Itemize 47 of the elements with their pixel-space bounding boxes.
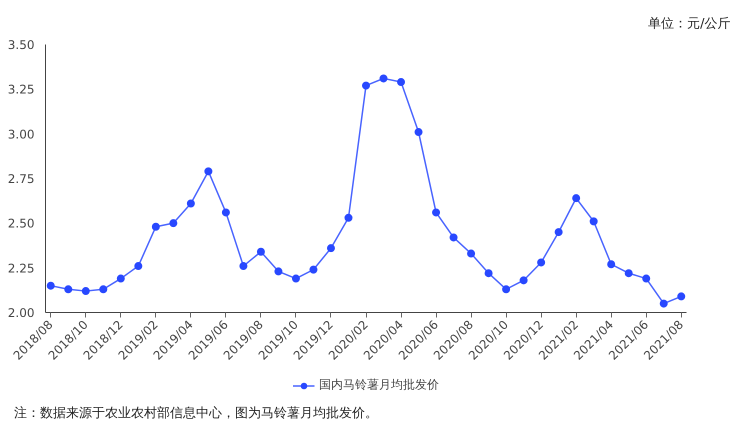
point (414, 128, 423, 136)
point (169, 219, 178, 228)
point (590, 217, 598, 226)
point (380, 74, 388, 82)
point (467, 250, 476, 258)
point (116, 274, 125, 283)
point (99, 285, 108, 294)
y-tick-label: 2.25 (8, 261, 34, 276)
point (64, 285, 72, 294)
point (397, 78, 406, 86)
point (502, 285, 510, 294)
y-tick-label: 3.25 (8, 82, 34, 97)
text: 单位：元/公斤 (648, 16, 731, 32)
y-tick-label: 2.00 (8, 306, 34, 320)
point (222, 208, 230, 216)
y-tick-label: 2.50 (8, 216, 34, 231)
point (239, 262, 248, 270)
text: 注：数据来源于农业农村部信息中心，图为马铃薯月均批发价。 (14, 405, 378, 423)
point (256, 248, 265, 256)
point (186, 200, 195, 208)
point (537, 258, 546, 266)
point (204, 167, 212, 176)
point (292, 274, 300, 283)
point (134, 262, 142, 270)
y-tick-label: 3.00 (8, 127, 34, 142)
point (152, 222, 160, 231)
point (624, 269, 633, 278)
y-tick-label: 3.50 (8, 38, 34, 52)
point (309, 266, 318, 274)
point (642, 274, 650, 283)
point (660, 300, 668, 308)
point (450, 233, 458, 242)
point (274, 267, 282, 276)
point (432, 208, 440, 216)
legend-label: 国内马铃薯月均批发价 (319, 376, 439, 394)
point (607, 260, 616, 268)
point (677, 292, 686, 300)
point (484, 269, 493, 278)
point (344, 214, 352, 222)
point (362, 82, 370, 90)
y-tick-label: 2.75 (8, 172, 34, 186)
point (554, 228, 563, 236)
point (326, 244, 335, 252)
point (82, 287, 90, 296)
point (46, 282, 55, 290)
point (572, 194, 580, 202)
point (520, 276, 528, 284)
